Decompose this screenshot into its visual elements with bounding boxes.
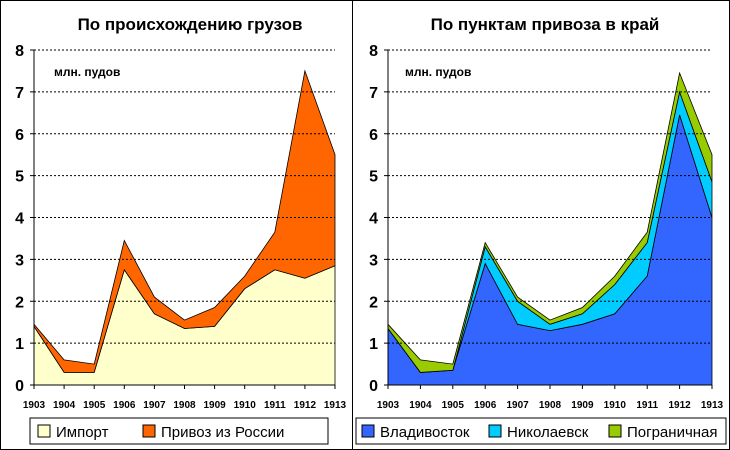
- chart-0-y-tick-label: 1: [15, 336, 24, 353]
- chart-0-x-tick-label: 1905: [83, 400, 106, 411]
- chart-0-legend-box: [29, 417, 329, 445]
- chart-0-x-tick-label: 1904: [53, 400, 76, 411]
- chart-0-legend-swatch-0: [37, 424, 51, 438]
- chart-1-y-tick-label: 6: [369, 127, 378, 144]
- chart-1-title: По пунктам привоза в край: [431, 15, 660, 34]
- chart-0-x-tick-label: 1907: [143, 400, 166, 411]
- chart-0-x-tick-label: 1911: [264, 400, 286, 411]
- chart-1-x-tick-label: 1904: [409, 400, 432, 411]
- chart-0-legend-swatch-1: [142, 424, 156, 438]
- chart-0-x-tick-label: 1913: [324, 400, 347, 411]
- chart-0-legend-label-0: Импорт: [56, 424, 109, 441]
- chart-1-y-tick-label: 0: [369, 378, 378, 395]
- chart-1-y-tick-label: 3: [369, 252, 378, 269]
- chart-1-x-tick-label: 1906: [474, 400, 497, 411]
- chart-1-x-tick-label: 1907: [506, 400, 529, 411]
- chart-0-x-tick-label: 1908: [173, 400, 196, 411]
- chart-1-x-tick-label: 1908: [539, 400, 562, 411]
- chart-0-x-tick-label: 1906: [113, 400, 136, 411]
- chart-0-legend-label-1: Привоз из России: [161, 424, 284, 441]
- chart-0-y-tick-label: 5: [15, 169, 24, 186]
- chart-1-x-tick-label: 1912: [668, 400, 691, 411]
- chart-1-x-tick-label: 1903: [377, 400, 400, 411]
- chart-0-x-tick-label: 1912: [294, 400, 317, 411]
- chart-0-y-tick-label: 3: [15, 252, 24, 269]
- chart-1-legend-swatch-1: [488, 424, 502, 438]
- chart-1-legend-swatch-2: [608, 424, 622, 438]
- chart-0-y-tick-label: 2: [15, 294, 24, 311]
- panel-divider: [352, 0, 353, 450]
- chart-1-x-tick-label: 1910: [604, 400, 627, 411]
- chart-1-x-tick-label: 1913: [701, 400, 724, 411]
- chart-0-y-tick-label: 7: [15, 85, 24, 102]
- chart-1-legend-label-2: Пограничная: [627, 424, 718, 441]
- chart-0-x-tick-label: 1909: [203, 400, 226, 411]
- chart-1-y-tick-label: 8: [369, 43, 378, 60]
- chart-0-y-tick-label: 0: [15, 378, 24, 395]
- chart-0-y-tick-label: 4: [15, 211, 24, 228]
- chart-1-legend-label-0: Владивосток: [380, 424, 470, 441]
- chart-0-x-tick-label: 1910: [234, 400, 257, 411]
- chart-1-x-tick-label: 1905: [442, 400, 465, 411]
- chart-1-unit-label: млн. пудов: [405, 65, 471, 79]
- chart-1-x-tick-label: 1909: [571, 400, 594, 411]
- chart-0-area-1: [33, 69, 336, 373]
- chart-1-legend-swatch-0: [361, 424, 375, 438]
- chart-1-x-tick-label: 1911: [636, 400, 658, 411]
- chart-1-y-tick-label: 7: [369, 85, 378, 102]
- chart-1-y-tick-label: 2: [369, 294, 378, 311]
- chart-1-area-2: [387, 71, 713, 373]
- chart-1-y-tick-label: 4: [369, 211, 378, 228]
- chart-0-x-tick-label: 1903: [23, 400, 46, 411]
- chart-1-y-tick-label: 5: [369, 169, 378, 186]
- chart-0-y-tick-label: 8: [15, 43, 24, 60]
- chart-0-y-tick-label: 6: [15, 127, 24, 144]
- chart-1-legend-box: [355, 417, 727, 445]
- chart-1-legend-label-1: Николаевск: [507, 424, 589, 441]
- chart-0-unit-label: млн. пудов: [54, 65, 120, 79]
- chart-1-y-tick-label: 1: [369, 336, 378, 353]
- chart-0-title: По происхождению грузов: [78, 15, 303, 34]
